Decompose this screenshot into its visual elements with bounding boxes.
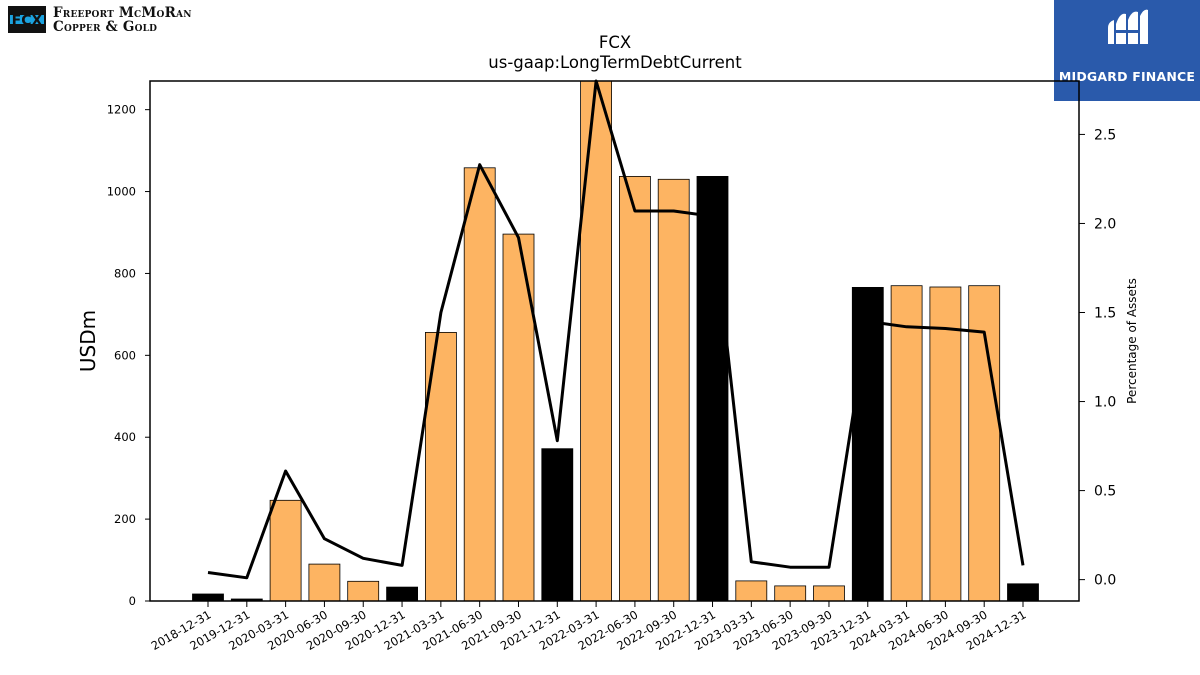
y-tick-label: 1000 <box>107 185 136 199</box>
company-logo: FCX Freeport McMoRan Copper & Gold <box>8 6 218 38</box>
brand-name: MIDGARD FINANCE <box>1058 69 1196 84</box>
bar-2020-06-30 <box>308 563 341 602</box>
y2-tick-label: 0.5 <box>1094 484 1116 500</box>
bar-2020-03-31 <box>269 499 302 602</box>
y-tick-label: 600 <box>114 348 136 362</box>
chart-title: FCX <box>599 33 631 52</box>
bar-2022-09-30 <box>657 178 690 602</box>
x-axis: 2018-12-312019-12-312020-03-312020-06-30… <box>149 601 1029 653</box>
bar-2022-12-31 <box>696 175 729 602</box>
bar-2018-12-31 <box>192 593 224 602</box>
company-name: Freeport McMoRan Copper & Gold <box>53 6 192 34</box>
bar-2021-03-31 <box>424 331 457 602</box>
fcx-logo-icon: FCX <box>8 6 46 33</box>
y2-tick-label: 1.0 <box>1094 395 1116 411</box>
bar-2022-06-30 <box>619 175 651 602</box>
company-name-line1: Freeport McMoRan <box>53 5 192 21</box>
y2-tick-label: 2.5 <box>1094 127 1116 143</box>
y-tick-label: 200 <box>114 512 136 526</box>
bar-2021-06-30 <box>463 167 496 602</box>
y2-axis-label: Percentage of Assets <box>1125 278 1139 404</box>
bar-2020-12-31 <box>386 586 419 602</box>
bars-layer <box>192 80 1039 602</box>
bar-2022-03-31 <box>580 80 612 602</box>
bar-2021-12-31 <box>541 448 574 602</box>
y-tick-label: 0 <box>129 594 136 608</box>
left-axis: 0 200 400 600 800 1000 1200 <box>107 103 150 608</box>
y-axis-label: USDm <box>76 310 100 372</box>
fcx-logo-mark-text: FCX <box>12 13 43 29</box>
bar-2024-12-31 <box>1007 583 1039 602</box>
y-tick-label: 1200 <box>107 103 136 117</box>
y2-tick-label: 0.0 <box>1094 573 1116 589</box>
plot-frame <box>149 80 1080 602</box>
y-tick-label: 800 <box>114 266 136 280</box>
bar-2020-09-30 <box>347 580 380 602</box>
bar-2023-09-30 <box>813 585 845 602</box>
percentage-line <box>207 79 1025 580</box>
company-name-line2: Copper & Gold <box>53 19 158 35</box>
bar-2024-06-30 <box>929 286 962 602</box>
line-layer <box>207 79 1025 580</box>
y-tick-label: 400 <box>114 430 136 444</box>
y2-tick-label: 1.5 <box>1094 306 1116 322</box>
bar-2023-06-30 <box>774 585 807 602</box>
bar-2023-12-31 <box>851 286 884 602</box>
right-axis: 0.0 0.5 1.0 1.5 2.0 2.5 <box>1079 127 1116 589</box>
chart-subtitle: us-gaap:LongTermDebtCurrent <box>488 53 742 72</box>
bar-2024-03-31 <box>890 285 923 602</box>
y2-tick-label: 2.0 <box>1094 216 1116 232</box>
bar-2023-03-31 <box>735 580 768 602</box>
midgard-finance-icon <box>1108 9 1148 45</box>
